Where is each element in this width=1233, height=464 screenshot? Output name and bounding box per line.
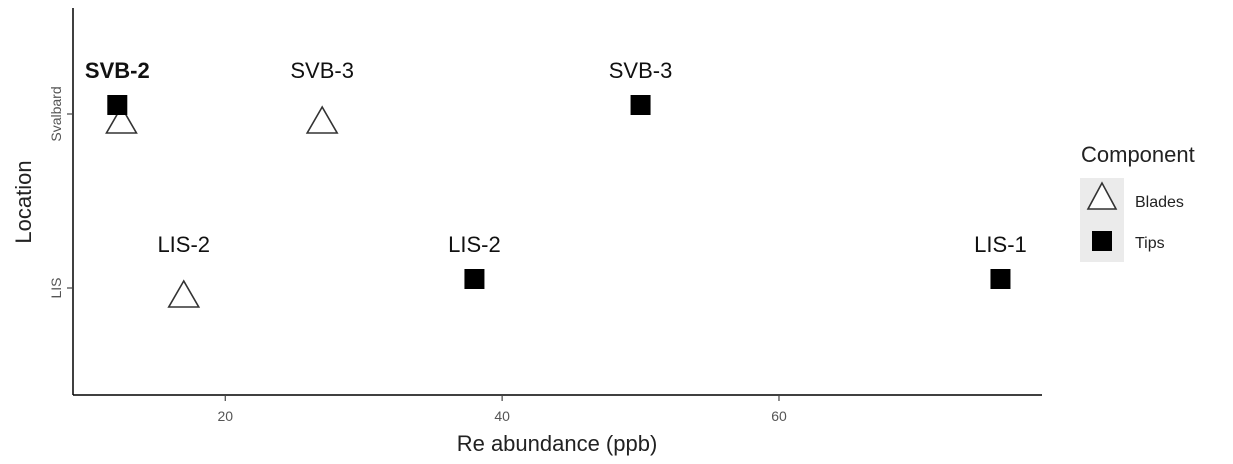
y-axis-ticks: LIS Svalbard (48, 86, 73, 299)
y-tick-label: Svalbard (48, 86, 64, 141)
x-tick-label: 20 (217, 408, 233, 424)
legend: Component Blades Tips (1080, 142, 1195, 262)
x-axis-ticks: 20 40 60 (217, 395, 787, 424)
legend-label-blades: Blades (1135, 194, 1184, 211)
point-label: LIS-2 (448, 232, 501, 257)
point-label: LIS-1 (974, 232, 1027, 257)
blades-point-marker (167, 279, 201, 308)
point-label: SVB-3 (290, 58, 354, 83)
point-label: SVB-2 (85, 58, 150, 83)
x-axis-title: Re abundance (ppb) (457, 431, 658, 456)
legend-tips-square-icon (1092, 231, 1112, 251)
point-label: LIS-2 (157, 232, 210, 257)
tips-point-marker (990, 269, 1011, 289)
legend-blades-triangle-icon (1086, 181, 1118, 210)
tips-point-marker (464, 269, 485, 289)
blades-point-marker (105, 105, 138, 134)
x-tick-label: 40 (494, 408, 510, 424)
legend-title: Component (1081, 142, 1195, 167)
data-marks (105, 95, 1011, 308)
y-axis-title: Location (11, 160, 36, 243)
data-labels: SVB-3 LIS-2 SVB-2 SVB-3 LIS-2 LIS-1 (85, 58, 1027, 257)
tips-point-marker (630, 95, 651, 115)
tips-point-marker (107, 95, 128, 115)
y-tick-label: LIS (48, 277, 64, 298)
blades-point-marker (305, 105, 339, 134)
point-label: SVB-3 (609, 58, 673, 83)
legend-label-tips: Tips (1135, 235, 1165, 252)
x-tick-label: 60 (771, 408, 787, 424)
